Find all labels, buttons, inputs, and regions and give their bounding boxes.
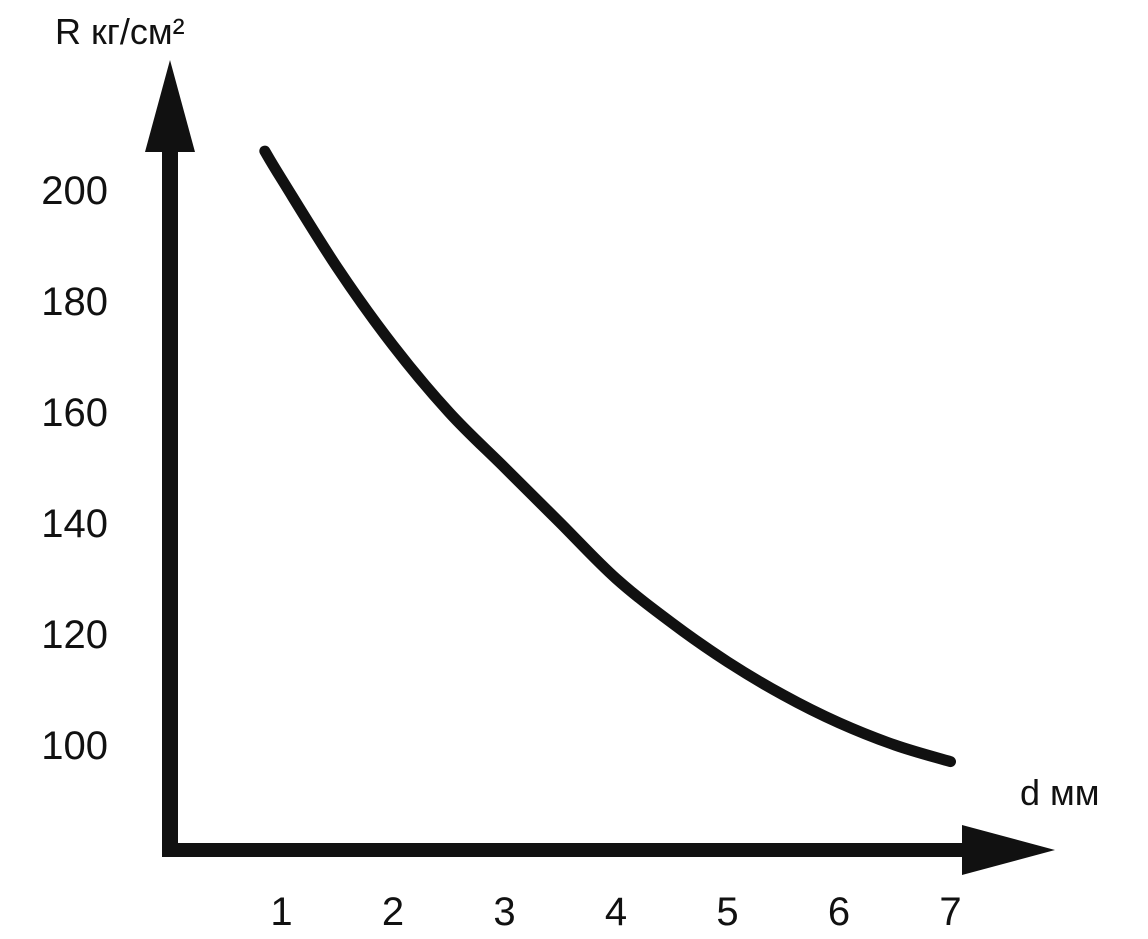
x-tick-label: 3: [493, 890, 515, 934]
y-axis-arrow: [145, 60, 195, 152]
x-tick-label: 6: [828, 890, 850, 934]
x-tick-label: 7: [939, 890, 961, 934]
x-tick-label: 5: [716, 890, 738, 934]
x-axis: [162, 825, 1055, 875]
y-tick-label: 140: [41, 502, 108, 546]
x-tick-label: 4: [605, 890, 627, 934]
x-axis-arrow: [962, 825, 1055, 875]
x-axis-label: d мм: [1020, 772, 1100, 813]
y-tick-label: 120: [41, 613, 108, 657]
x-tick-labels: 1 2 3 4 5 6 7: [270, 890, 961, 934]
y-axis: [145, 60, 195, 850]
y-tick-labels: 100 120 140 160 180 200: [41, 169, 108, 768]
x-tick-label: 2: [382, 890, 404, 934]
y-tick-label: 180: [41, 280, 108, 324]
series-line: [259, 145, 956, 768]
y-tick-label: 160: [41, 391, 108, 435]
series-layer: [259, 145, 956, 768]
y-tick-label: 200: [41, 169, 108, 213]
y-axis-label: R кг/см²: [55, 11, 185, 52]
y-tick-label: 100: [41, 724, 108, 768]
x-tick-label: 1: [270, 890, 292, 934]
